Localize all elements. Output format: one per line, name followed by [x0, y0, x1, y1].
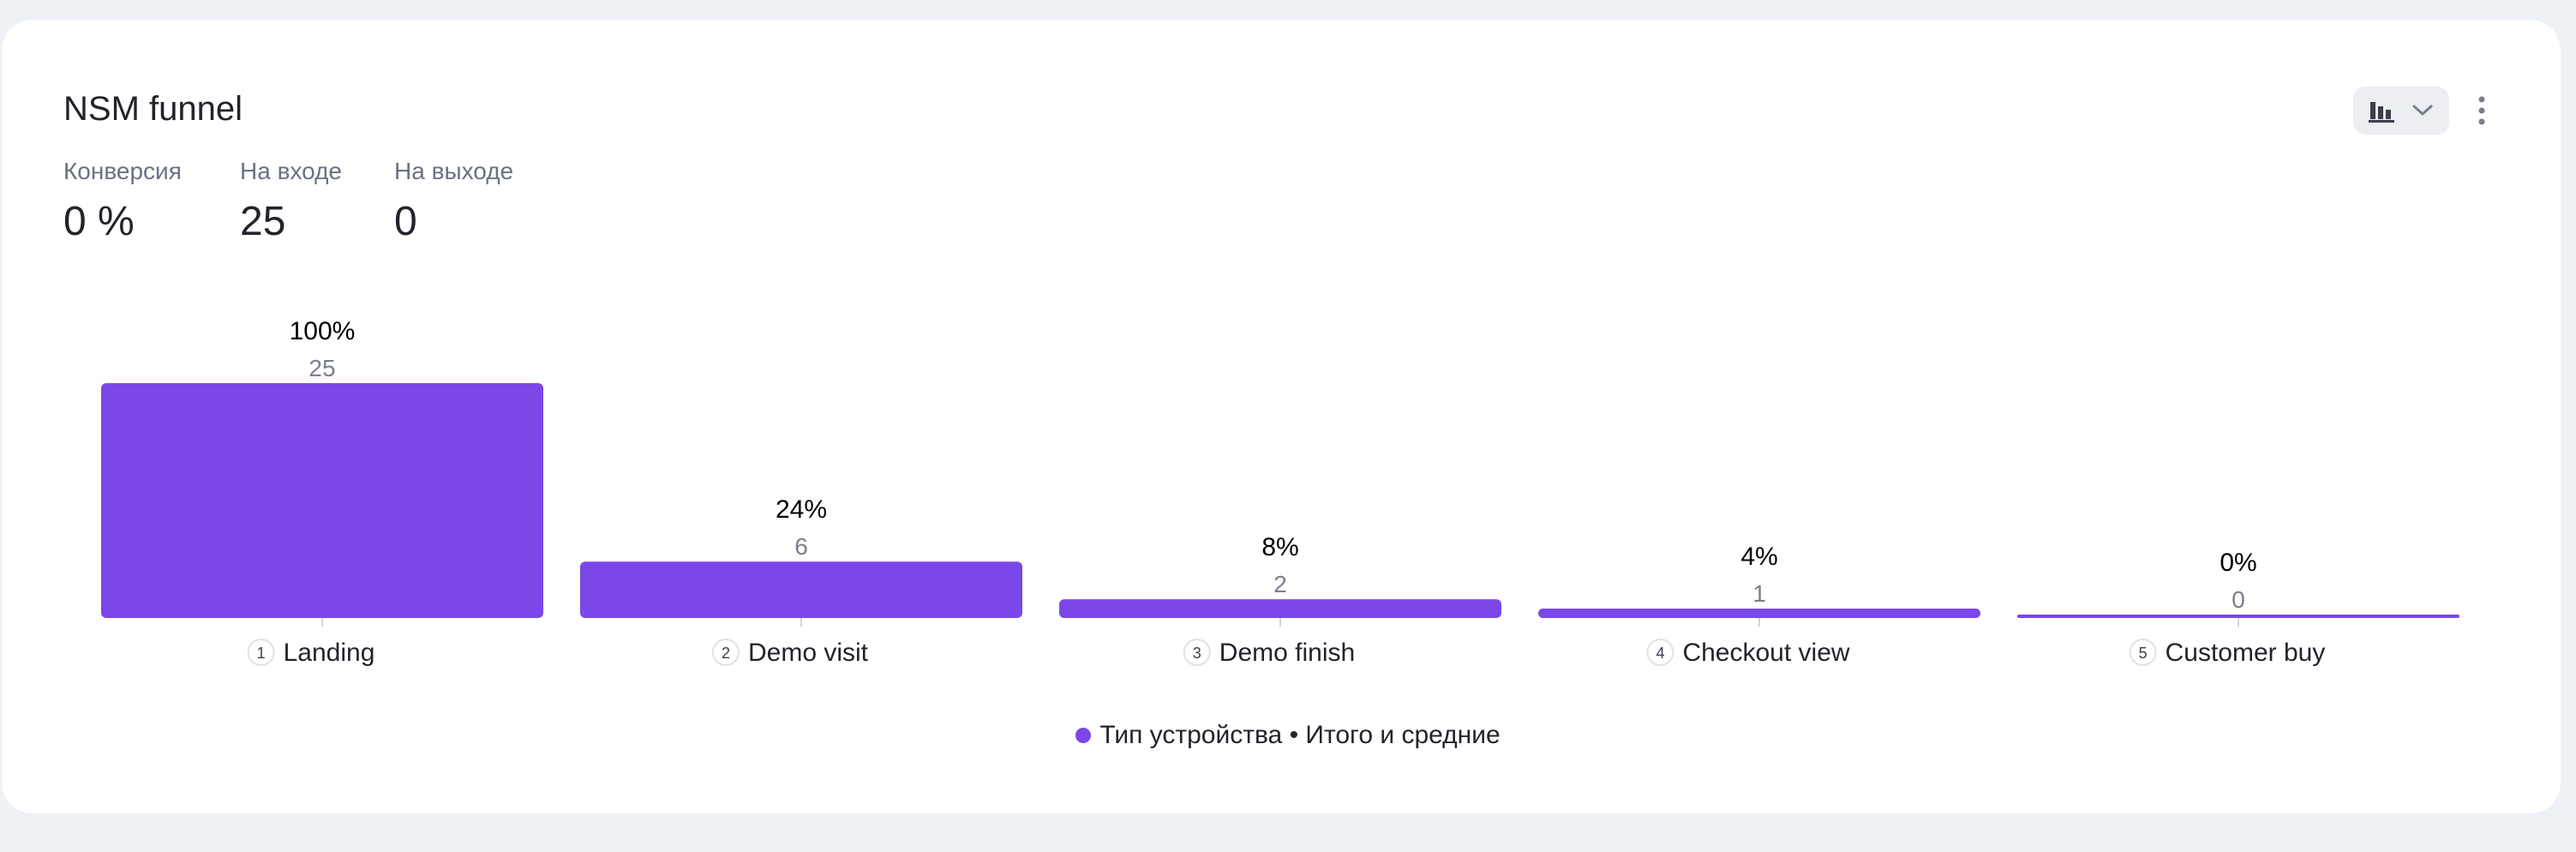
step-number: 4 [1656, 645, 1664, 662]
step-number-badge [1183, 639, 1211, 666]
step-number-badge [1646, 639, 1674, 666]
metric-input: На входе 25 [240, 157, 342, 246]
step-number-badge [2129, 639, 2157, 666]
funnel-bar[interactable] [1538, 609, 1980, 618]
category-label: Demo visit [748, 639, 869, 667]
metric-output-value: 0 [394, 199, 417, 244]
more-options-button[interactable] [2466, 90, 2497, 131]
legend-color-dot [1075, 728, 1092, 743]
more-vertical-icon [2478, 96, 2485, 125]
funnel-bar[interactable] [580, 561, 1022, 618]
funnel-bar[interactable] [1059, 599, 1501, 618]
count-label: 1 [1752, 580, 1766, 607]
percent-label: 100% [290, 317, 356, 345]
percent-label: 24% [776, 495, 827, 524]
step-number: 1 [257, 645, 266, 662]
count-label: 6 [794, 533, 808, 560]
step-number-badge [711, 639, 740, 666]
metric-output-label: На выходе [394, 158, 514, 184]
step-number: 5 [2139, 645, 2148, 662]
percent-label: 8% [1261, 533, 1298, 561]
count-label: 25 [309, 355, 335, 381]
chart-legend[interactable]: Тип устройства • Итого и средние [0, 718, 2576, 753]
metric-output: На выходе 0 [394, 157, 513, 246]
count-label: 0 [2232, 586, 2245, 613]
category-label: Checkout view [1682, 639, 1849, 667]
step-number: 3 [1193, 645, 1201, 662]
funnel-bar[interactable] [101, 383, 543, 618]
step-number-badge [247, 639, 275, 666]
funnel-bar[interactable] [2017, 615, 2459, 618]
category-label: Landing [284, 639, 375, 667]
metric-input-value: 25 [240, 199, 286, 244]
metric-conversion: Конверсия 0 % [63, 157, 182, 246]
category-label: Demo finish [1219, 639, 1355, 667]
category-label: Customer buy [2166, 639, 2326, 667]
bar-chart-icon [2369, 102, 2394, 123]
metric-conversion-label: Конверсия [63, 158, 182, 184]
count-label: 2 [1273, 571, 1287, 597]
widget-title: NSM funnel [63, 90, 243, 128]
step-number: 2 [722, 645, 730, 662]
legend-label: Тип устройства • Итого и средние [1099, 721, 1501, 749]
percent-label: 4% [1740, 543, 1777, 571]
metric-input-label: На входе [240, 158, 342, 184]
chevron-down-icon [2412, 105, 2433, 116]
metric-conversion-value: 0 % [63, 199, 135, 244]
chart-type-dropdown[interactable] [2353, 87, 2449, 135]
percent-label: 0% [2220, 549, 2256, 577]
